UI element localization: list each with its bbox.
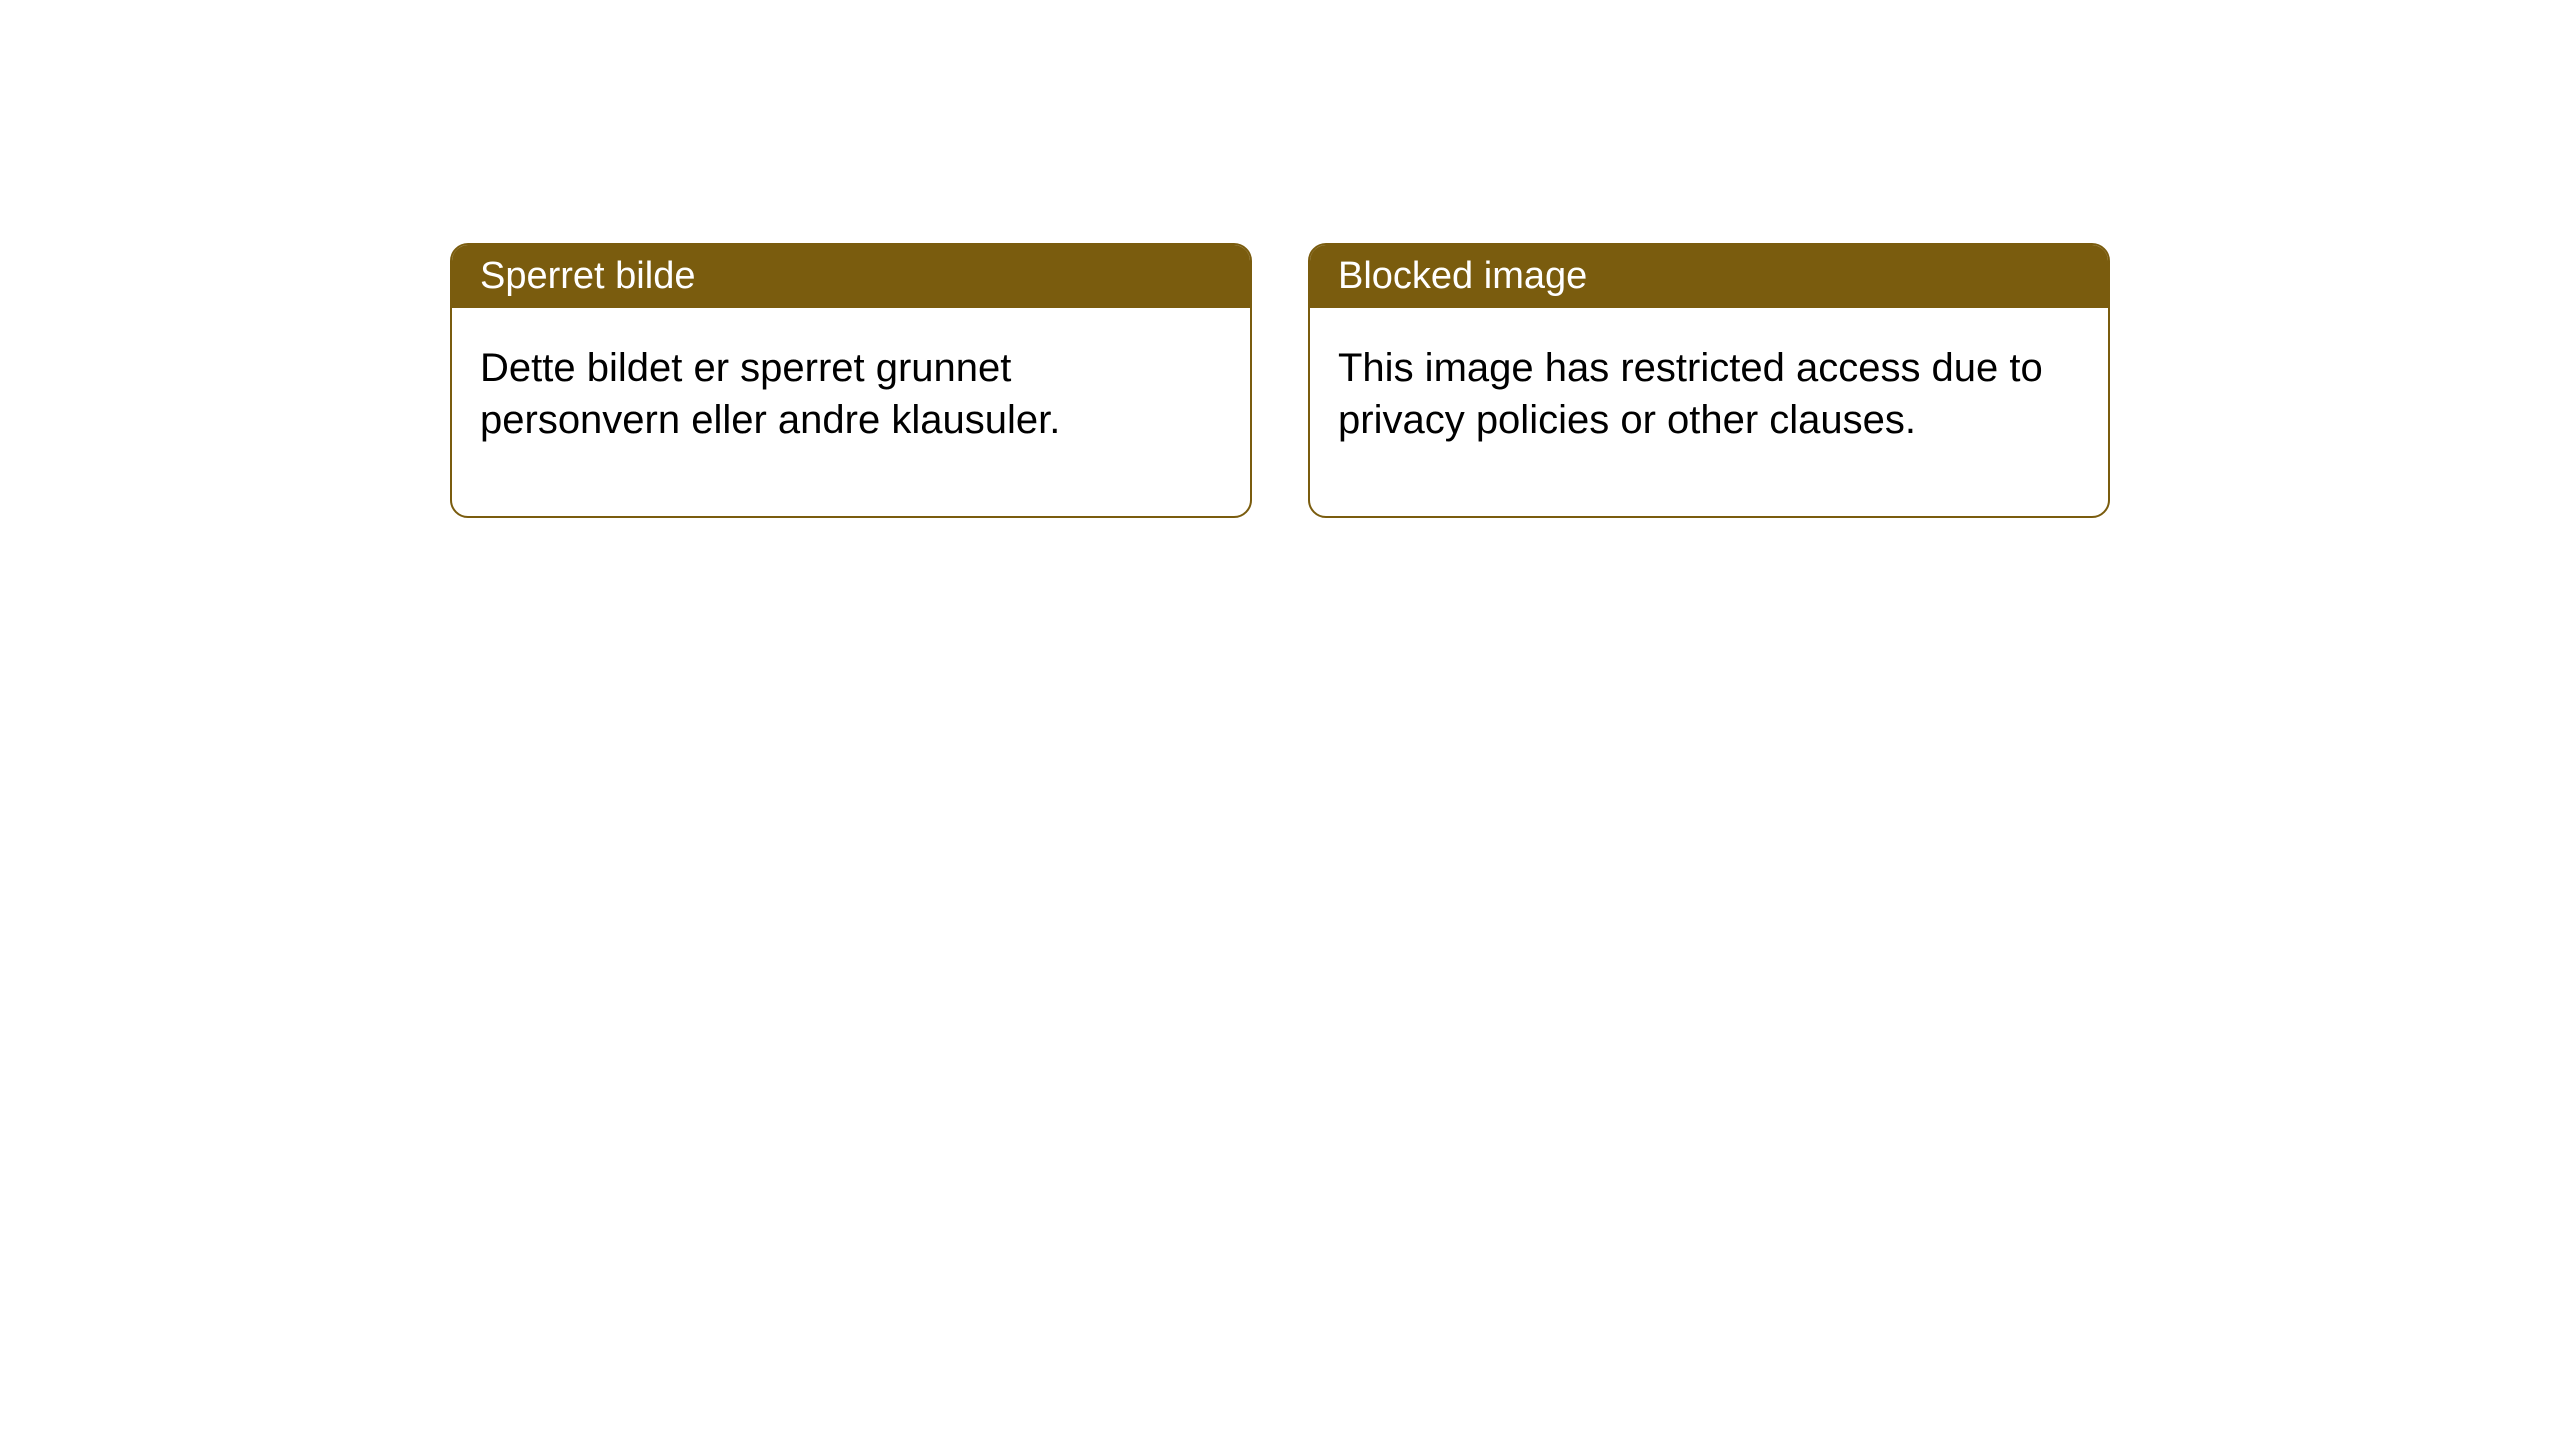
notice-header-en: Blocked image [1310,245,2108,308]
notice-body-en: This image has restricted access due to … [1310,308,2108,516]
notice-card-no: Sperret bilde Dette bildet er sperret gr… [450,243,1252,518]
notice-body-text-en: This image has restricted access due to … [1338,346,2043,442]
notice-body-text-no: Dette bildet er sperret grunnet personve… [480,346,1060,442]
notice-title-no: Sperret bilde [480,255,695,297]
notice-body-no: Dette bildet er sperret grunnet personve… [452,308,1250,516]
notice-title-en: Blocked image [1338,255,1587,297]
notice-card-en: Blocked image This image has restricted … [1308,243,2110,518]
notice-header-no: Sperret bilde [452,245,1250,308]
notice-container: Sperret bilde Dette bildet er sperret gr… [450,243,2110,518]
